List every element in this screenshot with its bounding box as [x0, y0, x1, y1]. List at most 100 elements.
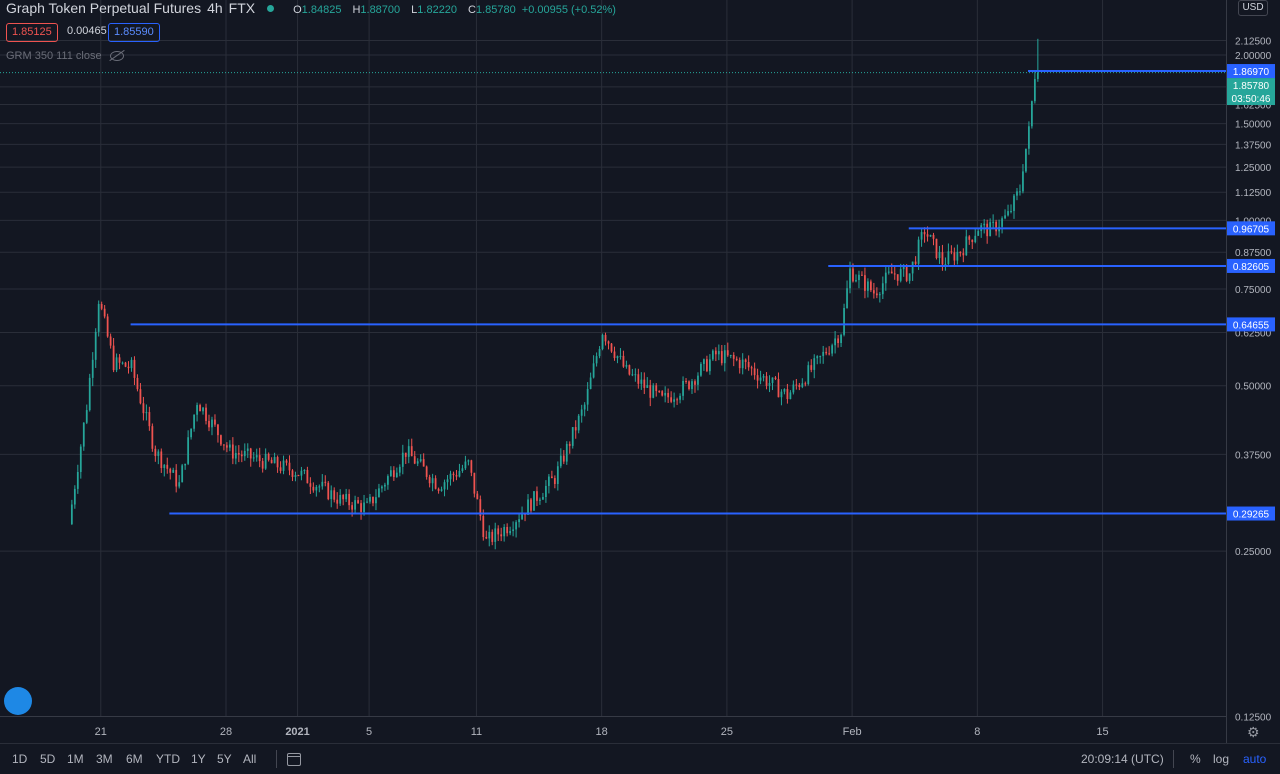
log-scale-toggle[interactable]: log	[1213, 752, 1230, 766]
candle-body	[637, 374, 640, 384]
candle-body	[917, 239, 920, 264]
toolbar-divider	[276, 750, 277, 768]
candle-body	[840, 334, 842, 344]
candle-body	[995, 221, 998, 232]
candle-body	[148, 412, 151, 427]
candle-body	[783, 389, 786, 392]
range-5d-button[interactable]: 5D	[40, 752, 56, 766]
candle-body	[512, 529, 515, 532]
candle-body	[288, 462, 291, 471]
candle-body	[372, 496, 374, 504]
candle-body	[360, 503, 362, 512]
candle-body	[908, 273, 911, 281]
eye-hidden-icon[interactable]	[109, 51, 124, 62]
candle-body	[610, 343, 613, 352]
open-value: 1.84825	[301, 4, 342, 16]
price-chart[interactable]: 2.125002.000001.750001.625001.500001.375…	[0, 0, 1280, 743]
candle-body	[586, 388, 589, 405]
candle-body	[470, 460, 473, 473]
interval-label[interactable]: 4h	[207, 0, 223, 16]
percent-scale-toggle[interactable]: %	[1190, 752, 1201, 766]
candle-body	[351, 505, 354, 510]
range-3m-button[interactable]: 3M	[96, 752, 113, 766]
candle-body	[282, 460, 285, 471]
candle-body	[685, 380, 687, 382]
candle-body	[697, 375, 699, 385]
candle-body	[723, 350, 726, 364]
candle-body	[709, 359, 711, 372]
last-price-tag	[1227, 78, 1275, 106]
candle-body	[893, 273, 896, 275]
candle-body	[1019, 191, 1021, 193]
candle-body	[378, 488, 380, 498]
candle-body	[431, 478, 434, 484]
candle-body	[485, 537, 488, 539]
candle-body	[902, 265, 905, 270]
candle-body	[810, 365, 813, 370]
candle-body	[312, 486, 315, 491]
candle-body	[926, 234, 929, 237]
indicator-legend[interactable]: GRM 350 111 close	[6, 50, 124, 62]
symbol-name[interactable]: Graph Token Perpetual Futures	[6, 0, 202, 16]
candle-body	[494, 528, 497, 542]
range-5y-button[interactable]: 5Y	[217, 752, 232, 766]
ask-price-box[interactable]: 1.85590	[108, 23, 160, 42]
range-6m-button[interactable]: 6M	[126, 752, 143, 766]
price-tick-label: 0.75000	[1235, 285, 1272, 296]
candle-body	[738, 359, 741, 369]
candle-body	[732, 354, 735, 359]
range-1d-button[interactable]: 1D	[12, 752, 28, 766]
candle-body	[261, 461, 264, 469]
change-value: +0.00955 (+0.52%)	[521, 4, 616, 16]
candle-body	[381, 486, 383, 489]
candle-body	[837, 338, 839, 344]
calendar-icon[interactable]	[287, 753, 301, 766]
price-tick-label: 1.62500	[1235, 101, 1272, 112]
candle-body	[130, 359, 133, 369]
candle-body	[986, 223, 989, 237]
currency-button[interactable]: USD	[1238, 0, 1268, 16]
candle-body	[601, 334, 604, 350]
candle-body	[676, 399, 678, 401]
candle-body	[655, 385, 658, 391]
bid-price-box[interactable]: 1.85125	[6, 23, 58, 42]
candle-body	[321, 481, 324, 487]
candle-body	[455, 475, 458, 477]
candle-body	[968, 236, 971, 240]
price-tick-label: 0.12500	[1235, 713, 1272, 724]
plot-background	[0, 0, 1280, 743]
candle-body	[971, 239, 974, 243]
candle-body	[172, 469, 175, 473]
gear-icon[interactable]: ⚙	[1247, 724, 1260, 740]
range-1y-button[interactable]: 1Y	[191, 752, 206, 766]
candle-body	[515, 522, 517, 530]
candle-body	[181, 465, 184, 483]
candle-body	[497, 528, 500, 535]
candle-body	[756, 375, 759, 381]
bar-countdown-label: 03:50:46	[1232, 94, 1271, 105]
candle-body	[774, 377, 777, 380]
candle-body	[503, 526, 506, 537]
candle-body	[375, 497, 377, 504]
candle-body	[795, 384, 798, 386]
candle-body	[553, 478, 556, 485]
range-1m-button[interactable]: 1M	[67, 752, 84, 766]
price-tick-label: 0.37500	[1235, 450, 1272, 461]
range-ytd-button[interactable]: YTD	[156, 752, 180, 766]
candle-body	[804, 383, 807, 385]
candle-body	[103, 308, 106, 317]
candle-body	[404, 452, 407, 457]
candle-body	[139, 389, 142, 404]
candle-body	[965, 236, 968, 256]
candle-body	[768, 382, 771, 386]
candle-body	[938, 252, 941, 259]
tradingview-logo-icon[interactable]	[4, 687, 32, 715]
utc-clock[interactable]: 20:09:14 (UTC)	[1081, 752, 1164, 766]
candle-body	[765, 376, 768, 386]
candle-body	[318, 486, 321, 488]
candle-body	[479, 499, 482, 516]
candle-body	[270, 459, 273, 464]
candle-body	[97, 303, 100, 332]
range-all-button[interactable]: All	[243, 752, 257, 766]
auto-scale-toggle[interactable]: auto	[1243, 752, 1267, 766]
